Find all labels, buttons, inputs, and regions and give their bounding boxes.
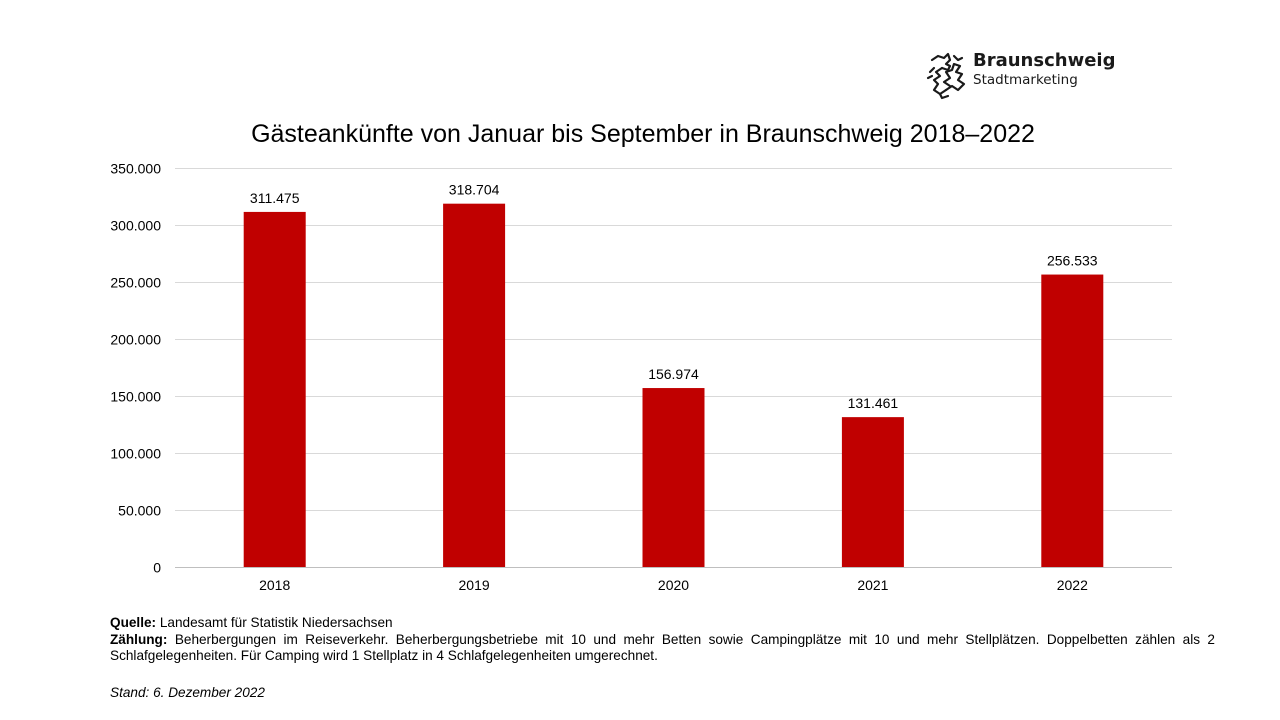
y-tick-label: 350.000 <box>110 161 161 177</box>
brand-subtitle: Stadtmarketing <box>973 72 1078 88</box>
bar <box>243 211 306 567</box>
count-line: Zählung: Beherbergungen im Reiseverkehr.… <box>110 632 1215 665</box>
bar <box>841 417 904 567</box>
brand-logo: Braunschweig Stadtmarketing <box>924 48 1124 104</box>
bar <box>443 203 506 568</box>
y-tick-label: 0 <box>153 560 161 576</box>
data-labels: 311.475 318.704 156.974 131.461 256.533 <box>250 182 1098 411</box>
y-tick-label: 50.000 <box>118 503 161 519</box>
chart-notes: Quelle: Landesamt für Statistik Niedersa… <box>110 615 1215 665</box>
bars <box>243 203 1104 568</box>
status-date: Stand: 6. Dezember 2022 <box>110 685 265 700</box>
source-text: Landesamt für Statistik Niedersachsen <box>159 615 393 630</box>
y-tick-label: 100.000 <box>110 446 161 462</box>
brand-name: Braunschweig <box>973 50 1116 71</box>
y-tick-label: 250.000 <box>110 275 161 291</box>
data-label: 156.974 <box>648 366 699 382</box>
x-tick-label: 2022 <box>1057 577 1088 593</box>
data-label: 311.475 <box>250 190 300 206</box>
data-label: 256.533 <box>1047 253 1098 269</box>
source-label: Quelle: <box>110 615 157 630</box>
data-label: 318.704 <box>449 182 500 198</box>
x-tick-label: 2021 <box>857 577 888 593</box>
count-text: Beherbergungen im Reiseverkehr. Beherber… <box>110 631 1215 664</box>
bar <box>642 388 705 567</box>
data-label: 131.461 <box>848 395 899 411</box>
x-tick-label: 2019 <box>459 577 490 593</box>
x-tick-label: 2018 <box>259 577 290 593</box>
y-tick-label: 150.000 <box>110 389 161 405</box>
x-tick-label: 2020 <box>658 577 689 593</box>
lion-logo-icon <box>926 52 966 100</box>
count-label: Zählung: <box>110 631 168 647</box>
chart-title: Gästeankünfte von Januar bis September i… <box>251 120 1035 148</box>
y-axis-ticks: 0 50.000 100.000 150.000 200.000 250.000 300.0… <box>110 161 161 576</box>
y-tick-label: 200.000 <box>110 332 161 348</box>
x-axis-ticks: 2018 2019 2020 2021 2022 <box>259 577 1088 593</box>
y-tick-label: 300.000 <box>110 218 161 234</box>
bar <box>1041 274 1104 567</box>
source-line: Quelle: Landesamt für Statistik Niedersa… <box>110 615 1215 632</box>
